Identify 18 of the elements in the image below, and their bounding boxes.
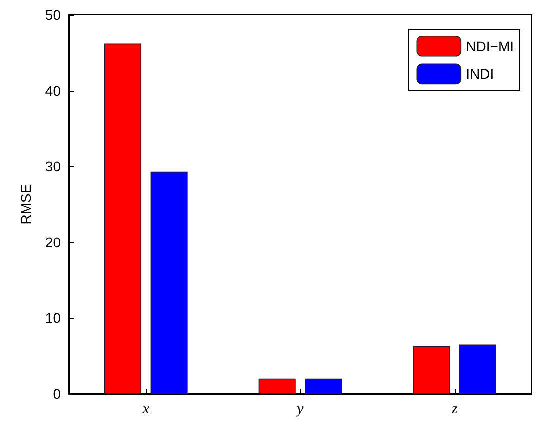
y-tick-label: 0 [53,386,62,402]
bar [258,378,296,394]
legend-label: NDI−MI [466,38,514,54]
bar [150,172,188,394]
y-tick-label: 20 [45,234,62,250]
x-tick-label: y [295,402,304,418]
y-tick-label: 50 [45,7,62,23]
y-tick-label: 10 [45,310,62,326]
legend-label: INDI [466,66,494,82]
y-tick-label: 30 [45,158,62,175]
bar [413,346,450,394]
bar [305,378,342,394]
y-tick-label: 40 [45,82,62,99]
bar [104,44,142,394]
x-tick-label: z [450,402,458,418]
x-tick-label: x [142,402,150,418]
bar [459,344,497,394]
y-axis-title: RMSE [18,184,34,225]
